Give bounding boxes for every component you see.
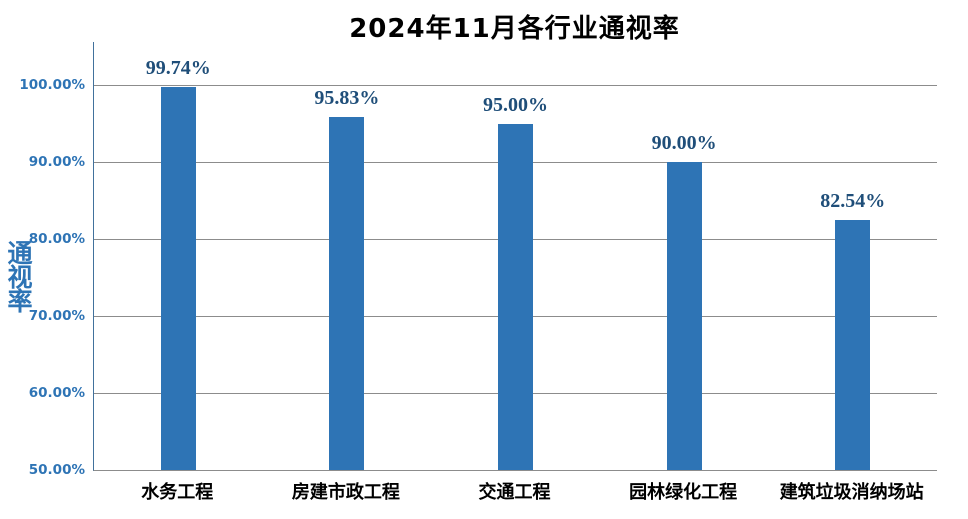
- bar-4: [666, 162, 702, 470]
- y-tick-label: 100.00%: [19, 77, 85, 94]
- y-tick-label: 60.00%: [28, 385, 85, 402]
- bar-data-label: 99.74%: [145, 57, 211, 80]
- x-category-label: 房建市政工程: [291, 482, 400, 502]
- y-axis-title: 通视率: [7, 241, 33, 316]
- bar-data-label: 95.00%: [483, 93, 548, 116]
- bar-data-label: 82.54%: [820, 189, 886, 212]
- plot-area: 99.74% 95.83% 95.00% 90.00% 82.54%: [93, 42, 937, 471]
- bar-1: [160, 87, 196, 470]
- x-category-label: 建筑垃圾消纳场站: [779, 482, 924, 502]
- chart-title: 2024年11月各行业通视率: [349, 14, 680, 44]
- bar-data-label: 95.83%: [314, 87, 380, 110]
- y-tick-label: 90.00%: [28, 154, 85, 171]
- y-tick-label: 70.00%: [28, 308, 85, 325]
- bar-data-label: 90.00%: [651, 132, 717, 155]
- gridline: [94, 85, 937, 87]
- y-tick-label: 50.00%: [28, 462, 85, 478]
- bar-3: [498, 123, 533, 470]
- bar-5: [835, 219, 871, 470]
- y-tick-label: 80.00%: [28, 231, 85, 248]
- x-category-label: 水务工程: [141, 482, 214, 502]
- x-category-label: 园林绿化工程: [629, 482, 738, 502]
- bar-2: [329, 117, 365, 470]
- x-category-label: 交通工程: [478, 482, 551, 502]
